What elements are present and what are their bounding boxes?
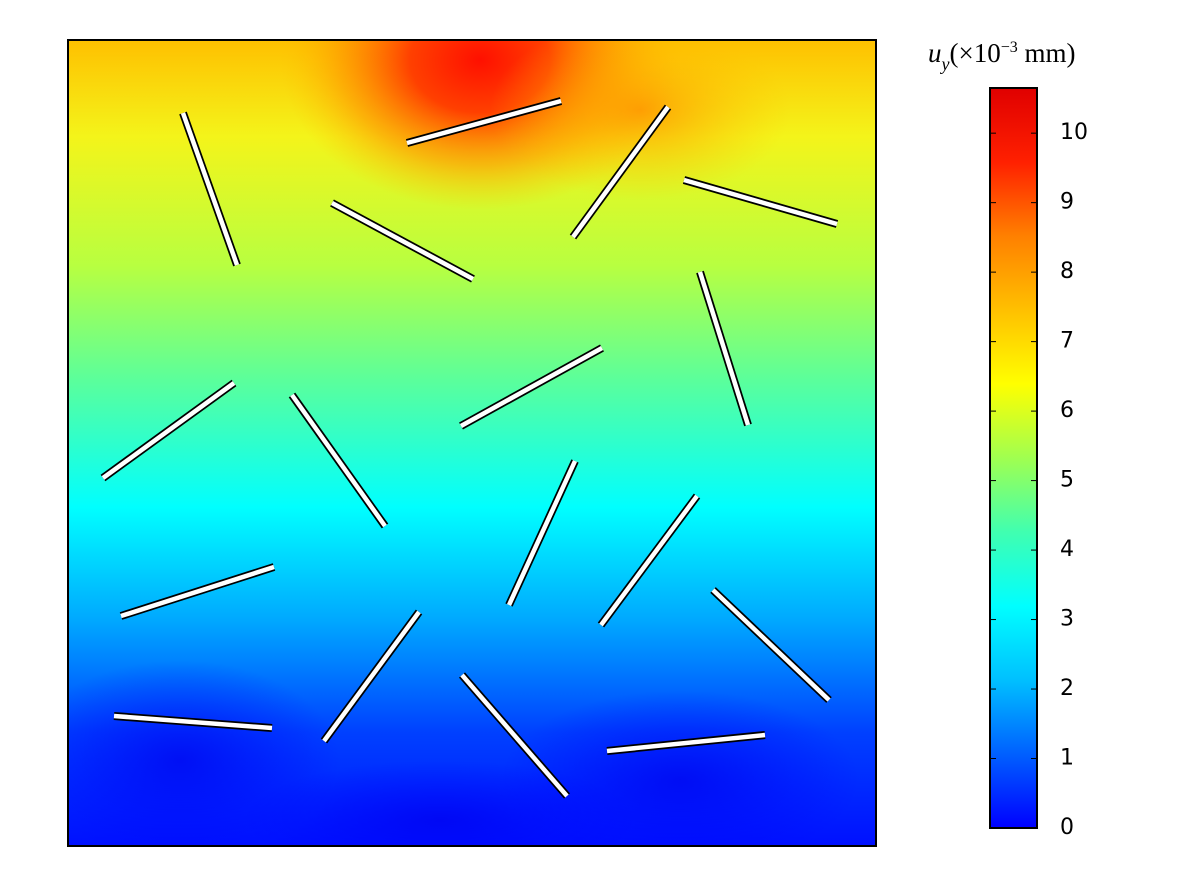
cracks	[100, 97, 839, 799]
crack	[606, 732, 766, 754]
crack	[101, 381, 236, 480]
colorbar-tick-label: 0	[1060, 815, 1074, 840]
crack	[113, 713, 273, 731]
crack	[506, 460, 578, 606]
colorbar-tick-label: 10	[1060, 120, 1088, 145]
crack	[683, 177, 838, 227]
colorbar-tick-label: 6	[1060, 398, 1074, 423]
colorbar-tick-label: 4	[1060, 537, 1074, 562]
colorbar-tick-label: 3	[1060, 607, 1074, 632]
plot-frame	[67, 39, 877, 847]
crack	[599, 494, 699, 627]
crack	[330, 201, 475, 281]
crack	[459, 346, 604, 428]
crack	[460, 673, 569, 798]
colorbar	[989, 87, 1038, 829]
crack	[180, 112, 240, 266]
crack	[571, 105, 670, 239]
colorbar-tick-label: 1	[1060, 746, 1074, 771]
crack	[322, 610, 421, 743]
colorbar-tick-label: 8	[1060, 259, 1074, 284]
crack	[120, 564, 275, 619]
crack	[290, 393, 387, 528]
crack	[711, 588, 831, 702]
colorbar-tick-label: 7	[1060, 329, 1074, 354]
crack	[697, 271, 751, 426]
colorbar-tick-label: 9	[1060, 190, 1074, 215]
crack	[406, 98, 562, 146]
displacement-field	[68, 40, 876, 846]
colorbar-tick-label: 5	[1060, 468, 1074, 493]
colorbar-label: uy(×10−3 mm)	[928, 38, 1076, 74]
colorbar-tick-label: 2	[1060, 676, 1074, 701]
